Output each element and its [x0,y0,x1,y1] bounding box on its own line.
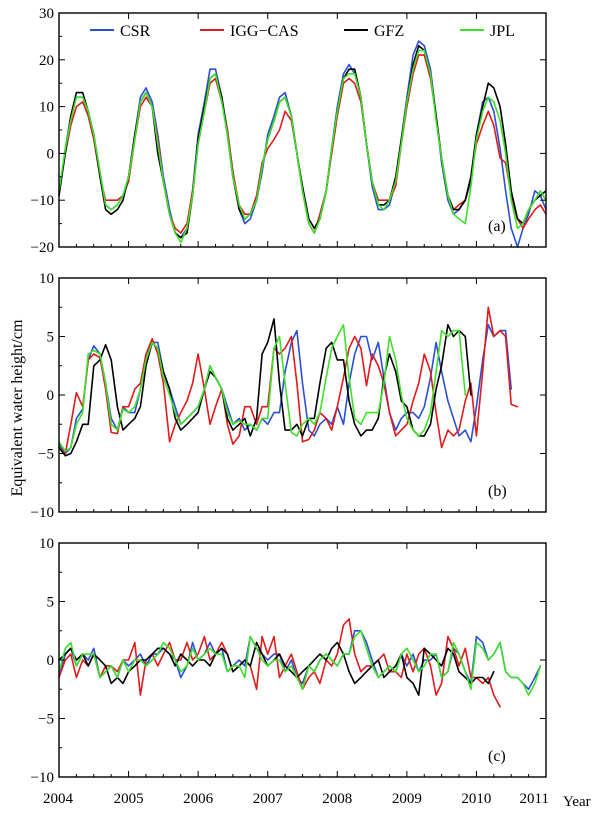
y-tick-label-b: −10 [31,505,54,521]
x-tick-label: 2008 [322,791,352,807]
y-tick-label-a: −20 [31,240,54,256]
panel-label-c: (c) [488,748,506,765]
y-tick-label-a: 10 [39,100,54,116]
x-tick-label: 2007 [253,791,284,807]
series-line-csr-a [58,40,547,248]
series-line-gfz-a [58,45,547,239]
x-tick-label: 2006 [183,791,214,807]
series-line-csr-b [58,324,512,455]
x-tick-label: 2005 [114,791,144,807]
legend-label-gfz: GFZ [374,23,404,40]
x-tick-label: 2011 [520,791,549,807]
legend-label-csr: CSR [120,23,151,40]
series-line-iggcas-b [58,306,519,455]
panel-label-a: (a) [488,218,506,235]
legend: CSR IGG−CAS GFZ JPL [90,23,515,40]
y-tick-label-c: −10 [31,770,54,786]
panel-a: −20 −10 0 10 20 30 (a) [31,6,547,256]
panel-b: −10 −5 0 5 10 (b) [31,271,547,521]
y-tick-label-b: −5 [38,447,54,463]
series-line-jpl-c [58,630,542,696]
series-line-iggcas-c [58,618,501,708]
y-tick-label-b: 5 [47,330,55,346]
y-tick-label-a: 0 [47,146,55,162]
x-tick-label: 2010 [461,791,491,807]
legend-label-iggcas: IGG−CAS [230,23,299,40]
x-tick-label: 2009 [392,791,422,807]
y-tick-label-c: 5 [47,595,55,611]
x-tick-label: 2004 [43,791,74,807]
y-tick-label-a: −10 [31,193,54,209]
y-tick-label-c: −5 [38,712,54,728]
panel-label-b: (b) [488,483,507,500]
series-line-gfz-b [58,318,472,457]
y-tick-label-c: 0 [47,653,55,669]
y-tick-label-a: 30 [39,6,54,22]
y-axis-label: Equivalent water height/cm [9,319,26,496]
legend-label-jpl: JPL [490,23,515,40]
plot-frame-a [58,12,547,248]
y-tick-label-b: 0 [47,388,55,404]
y-tick-label-c: 10 [39,536,54,552]
x-axis-label: Year [563,794,591,810]
panel-c: −10 −5 0 5 10 (c) 2004 2005 2006 2007 2008 2009 2010… [31,536,549,807]
series-line-jpl-a [58,49,547,244]
y-tick-label-a: 20 [39,53,54,69]
series-line-iggcas-a [58,54,547,234]
y-tick-label-b: 10 [39,271,54,287]
series-line-jpl-b [58,324,467,452]
series-line-gfz-c [58,641,495,696]
